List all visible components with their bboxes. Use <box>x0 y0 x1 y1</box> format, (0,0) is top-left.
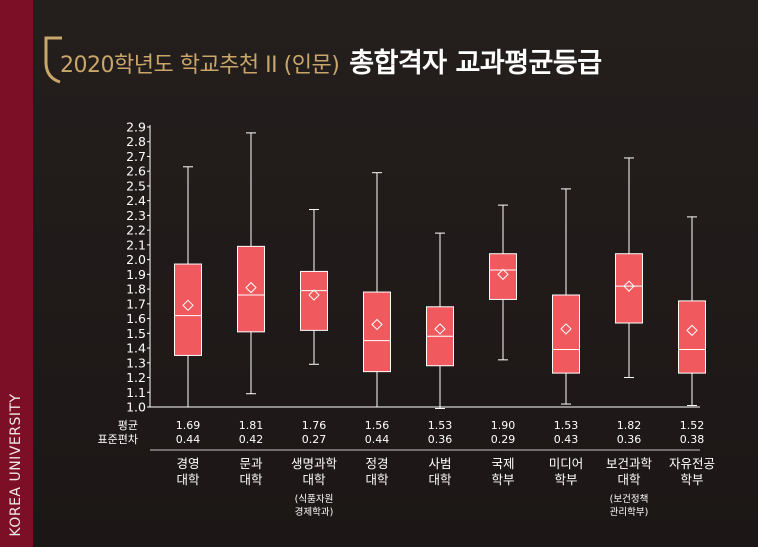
y-tick-label: 1.6 <box>126 311 146 326</box>
box-iqr <box>237 245 265 333</box>
box-iqr <box>615 253 643 324</box>
category-label: 대학 <box>428 472 452 487</box>
y-tick-label: 2.7 <box>126 149 146 164</box>
y-tick-label: 2.3 <box>126 208 146 223</box>
y-tick-label: 2.0 <box>126 252 146 267</box>
stat-label-std: 표준편차 <box>98 433 138 446</box>
box-iqr <box>678 300 706 374</box>
category-label: 생명과학 <box>291 456 338 471</box>
mean-value: 1.69 <box>176 419 201 432</box>
mean-value: 1.53 <box>554 419 579 432</box>
mean-value: 1.76 <box>302 419 327 432</box>
category-note: 경제학과) <box>295 506 334 518</box>
category-label: 정경 <box>365 456 388 471</box>
y-tick-label: 1.7 <box>126 296 146 311</box>
category-label: 문과 <box>239 456 263 471</box>
category-label: 대학 <box>302 472 326 487</box>
mean-marker <box>245 281 257 294</box>
std-value: 0.36 <box>428 433 453 446</box>
title-main: 총합격자 교과평균등급 <box>349 48 602 79</box>
category-label: 사범 <box>428 456 451 471</box>
mean-value: 1.90 <box>491 419 516 432</box>
mean-marker <box>308 289 320 301</box>
y-tick-label: 2.8 <box>126 134 146 149</box>
mean-value: 1.53 <box>428 419 453 432</box>
box-iqr <box>489 253 517 300</box>
box-iqr <box>363 291 391 373</box>
mean-marker <box>371 318 383 331</box>
category-note: 관리학부) <box>610 507 649 518</box>
mean-marker <box>497 268 509 281</box>
mean-marker <box>182 299 194 312</box>
std-value: 0.43 <box>554 433 579 446</box>
std-value: 0.44 <box>176 433 201 446</box>
std-value: 0.29 <box>491 433 516 446</box>
y-tick-label: 1.3 <box>126 355 146 370</box>
category-label: 대학 <box>617 472 641 487</box>
box-iqr <box>300 270 328 331</box>
category-label: 학부 <box>554 472 577 487</box>
category-label: 미디어 <box>549 456 584 471</box>
category-note: (보건정책 <box>610 494 649 505</box>
y-tick-label: 1.1 <box>126 385 146 400</box>
y-tick-label: 1.4 <box>126 341 146 356</box>
mean-marker <box>623 280 635 292</box>
category-label: 국제 <box>491 456 514 471</box>
y-tick-label: 2.9 <box>126 120 146 135</box>
mean-marker <box>686 324 698 337</box>
y-tick-label: 1.8 <box>126 282 146 297</box>
std-value: 0.38 <box>680 433 705 446</box>
category-label: 경영 <box>176 456 199 471</box>
y-tick-label: 1.5 <box>126 326 146 341</box>
y-tick-label: 1.9 <box>126 267 146 282</box>
mean-marker <box>434 323 446 335</box>
category-label: 학부 <box>491 472 514 487</box>
mean-value: 1.81 <box>239 419 264 432</box>
mean-value: 1.82 <box>617 419 642 432</box>
mean-value: 1.56 <box>365 419 390 432</box>
category-label: 대학 <box>239 472 263 487</box>
y-tick-label: 2.6 <box>126 164 146 179</box>
mean-marker <box>560 323 572 335</box>
y-tick-label: 2.4 <box>126 193 146 208</box>
category-label: 대학 <box>176 472 200 487</box>
category-note: (식품자원 <box>295 494 334 505</box>
category-label: 학부 <box>680 472 703 487</box>
y-tick-label: 2.1 <box>126 237 146 252</box>
std-value: 0.27 <box>302 433 327 446</box>
std-value: 0.42 <box>239 433 264 446</box>
title-subtitle: 2020학년도 학교추천 II (인문) <box>60 53 340 78</box>
mean-value: 1.52 <box>680 419 705 432</box>
y-tick-label: 1.0 <box>126 400 146 415</box>
sidebar: KOREA UNIVERSITY <box>0 0 33 547</box>
y-tick-label: 2.2 <box>126 223 146 238</box>
category-label: 대학 <box>365 472 389 487</box>
stat-label-mean: 평균 <box>118 419 138 432</box>
std-value: 0.36 <box>617 433 642 446</box>
page-title: 2020학년도 학교추천 II (인문) 총합격자 교과평균등급 <box>60 41 602 80</box>
y-tick-label: 1.2 <box>126 370 146 385</box>
category-label: 보건과학 <box>606 456 653 471</box>
category-label: 자유전공 <box>669 456 715 471</box>
y-tick-label: 2.5 <box>126 178 146 193</box>
std-value: 0.44 <box>365 433 390 446</box>
